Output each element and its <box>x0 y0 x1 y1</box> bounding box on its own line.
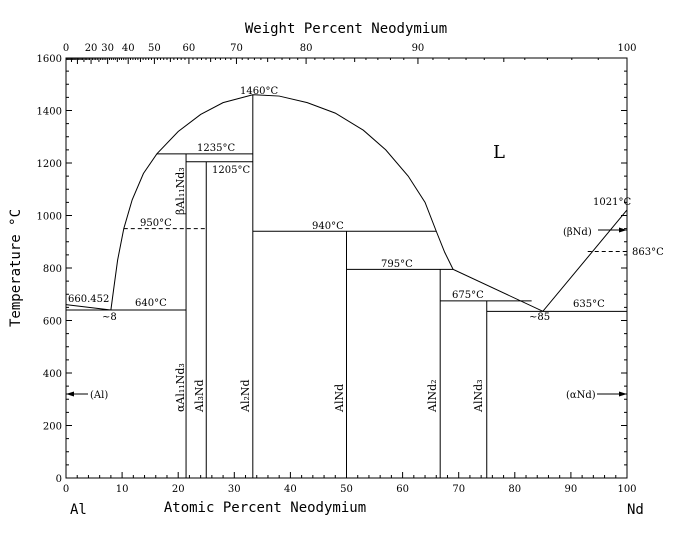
top-tick-label: 0 <box>63 43 69 54</box>
label-1460: 1460°C <box>240 86 278 97</box>
y-axis-label: Temperature °C <box>8 209 24 327</box>
label-comp-8: ~8 <box>102 312 117 323</box>
x-tick-label: 30 <box>228 484 241 495</box>
phase-al: (Al) <box>90 390 108 401</box>
element-al: Al <box>70 502 87 518</box>
label-863: 863°C <box>632 247 664 258</box>
phase-alpha-al11nd3: αAl₁₁Nd₃ <box>174 363 187 412</box>
label-comp-85: ~85 <box>529 312 550 323</box>
top-tick-label: 70 <box>230 43 243 54</box>
phase-al3nd: Al₃Nd <box>193 379 206 413</box>
label-640: 640°C <box>135 298 167 309</box>
al-solidus-line <box>65 304 111 311</box>
x-tick-label: 10 <box>116 484 129 495</box>
element-nd: Nd <box>627 502 644 518</box>
x-tick-label: 100 <box>617 484 636 495</box>
y-tick-label: 1200 <box>37 159 62 170</box>
top-tick-label: 30 <box>101 43 114 54</box>
x-tick-label: 70 <box>452 484 465 495</box>
x-tick-label: 90 <box>565 484 578 495</box>
x-tick-label: 40 <box>284 484 297 495</box>
phase-alpha-nd: (αNd) <box>566 390 596 401</box>
y-tick-label: 0 <box>56 474 62 485</box>
label-1021: 1021°C <box>593 197 631 208</box>
top-tick-label: 80 <box>300 43 313 54</box>
phase-beta-nd: (βNd) <box>563 227 592 238</box>
arrow-alpha-nd-head <box>619 391 627 397</box>
label-660: 660.452 <box>68 294 109 305</box>
y-tick-label: 1400 <box>37 107 62 118</box>
y-tick-label: 1600 <box>37 54 62 65</box>
label-940: 940°C <box>312 221 344 232</box>
y-tick-label: 200 <box>43 422 62 433</box>
y-tick-label: 800 <box>43 264 62 275</box>
y-tick-label: 400 <box>43 369 62 380</box>
x-tick-label: 20 <box>172 484 185 495</box>
top-tick-label: 40 <box>122 43 135 54</box>
phase-alnd3: AlNd₃ <box>472 379 485 413</box>
label-1205: 1205°C <box>212 165 250 176</box>
arrow-al-head <box>66 391 74 397</box>
top-axis-label: Weight Percent Neodymium <box>245 21 447 37</box>
phase-al2nd: Al₂Nd <box>239 379 252 413</box>
top-tick-label: 100 <box>617 43 636 54</box>
label-950: 950°C <box>140 218 172 229</box>
y-tick-label: 1000 <box>37 212 62 223</box>
phase-alnd: AlNd <box>333 384 346 413</box>
y-tick-label: 600 <box>43 317 62 328</box>
phase-lines <box>65 94 628 478</box>
label-795: 795°C <box>381 259 413 270</box>
arrow-beta-nd-head <box>619 227 627 233</box>
top-tick-label: 20 <box>85 43 98 54</box>
bottom-axis-label: Atomic Percent Neodymium <box>164 500 366 516</box>
liquidus-line <box>110 94 628 312</box>
x-tick-label: 50 <box>340 484 353 495</box>
top-tick-label: 50 <box>148 43 161 54</box>
x-tick-label: 0 <box>63 484 69 495</box>
top-tick-label: 90 <box>412 43 425 54</box>
phase-beta-al11nd3: βAl₁₁Nd₃ <box>174 167 187 215</box>
phase-alnd2: AlNd₂ <box>426 379 439 413</box>
label-675: 675°C <box>452 290 484 301</box>
top-tick-label: 60 <box>183 43 196 54</box>
x-tick-label: 60 <box>396 484 409 495</box>
label-1235: 1235°C <box>197 143 235 154</box>
x-tick-label: 80 <box>508 484 521 495</box>
liquid-label: L <box>493 142 505 163</box>
label-635: 635°C <box>573 299 605 310</box>
